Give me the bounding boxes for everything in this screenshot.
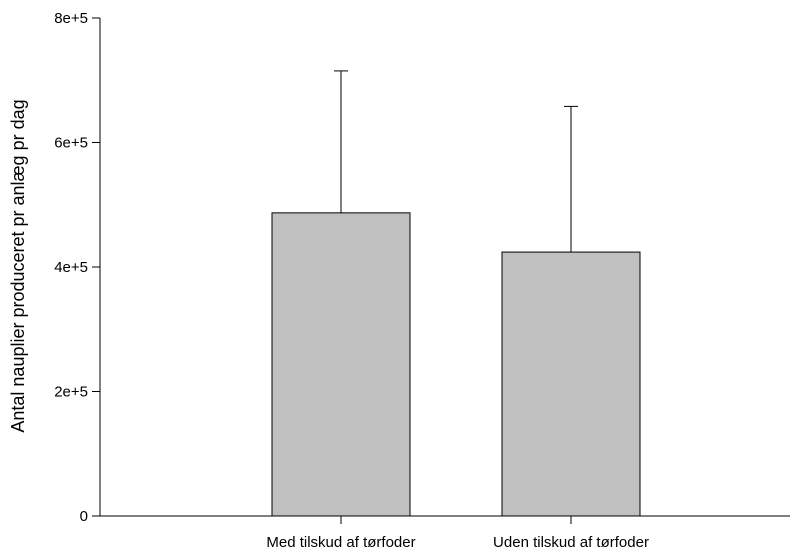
x-tick-label: Uden tilskud af tørfoder [493, 534, 649, 551]
bars-layer [271, 212, 641, 517]
y-tick-label: 0 [80, 508, 88, 525]
y-tick-label: 6e+5 [54, 135, 88, 152]
bar [501, 251, 641, 517]
y-tick-label: 8e+5 [54, 10, 88, 27]
y-tick-label: 4e+5 [54, 259, 88, 276]
y-ticks-layer: 0 2e+5 4e+5 6e+5 8e+5 [54, 10, 100, 525]
y-axis-title: Antal nauplier produceret pr anlæg pr da… [8, 99, 28, 432]
error-bars-layer [334, 70, 578, 253]
x-ticks-layer: Med tilskud af tørfoder Uden tilskud af t… [266, 516, 649, 551]
x-tick-label: Med tilskud af tørfoder [266, 534, 415, 551]
bar [271, 212, 411, 517]
axes-layer [99, 18, 790, 517]
y-tick-label: 2e+5 [54, 384, 88, 401]
